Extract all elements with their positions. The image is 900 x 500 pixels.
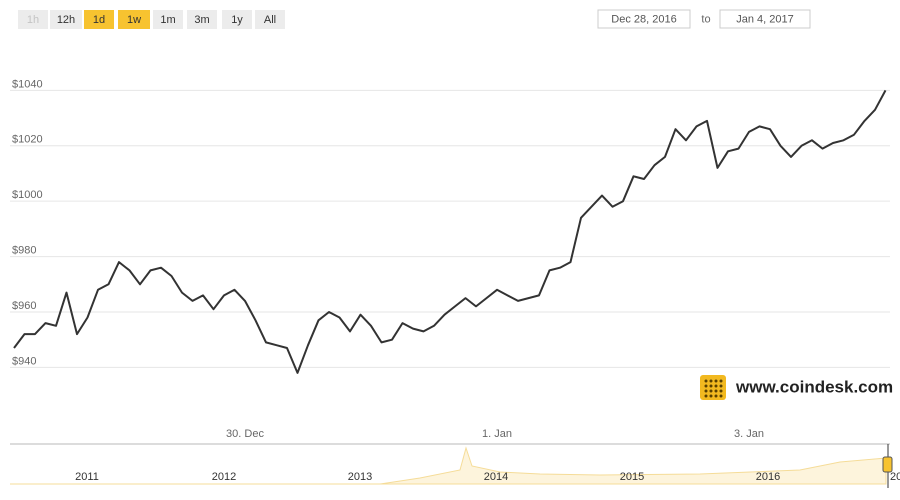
- date-separator: to: [701, 13, 710, 25]
- range-button: [18, 10, 48, 29]
- range-button[interactable]: [84, 10, 114, 29]
- navigator-label: 20: [890, 471, 900, 483]
- range-button-label: 1m: [160, 14, 175, 26]
- navigator-label: 2011: [75, 471, 99, 483]
- date-to-box[interactable]: [719, 9, 811, 29]
- navigator: 2011 2012 2013 2014 2015 2016 20: [75, 471, 900, 483]
- range-button-label: All: [264, 14, 276, 26]
- navigator-label: 2012: [212, 471, 236, 483]
- range-button-label: 3m: [194, 14, 209, 26]
- y-tick-label: $1040: [12, 78, 43, 90]
- range-button-label: 1d: [93, 14, 105, 26]
- y-tick-label: $940: [12, 355, 36, 367]
- navigator-label: 2013: [348, 471, 372, 483]
- navigator-label: 2016: [756, 471, 780, 483]
- navigator-handle[interactable]: [882, 456, 893, 473]
- date-from-box[interactable]: [597, 9, 691, 29]
- y-tick-label: $960: [12, 300, 36, 312]
- watermark: www.coindesk.com: [735, 377, 893, 396]
- navigator-label: 2015: [620, 471, 644, 483]
- y-tick-label: $1000: [12, 189, 43, 201]
- grid: $940 $960 $980 $1000 $1020 $1040 30. Dec 1. Jan…: [10, 78, 890, 440]
- range-selector: 1h 12h 1d 1w 1m 3m 1y All: [18, 10, 285, 29]
- range-button[interactable]: [153, 10, 183, 29]
- range-button-label: 1h: [27, 14, 39, 26]
- range-button-label: 12h: [57, 14, 75, 26]
- range-button[interactable]: [50, 10, 82, 29]
- navigator-area: [10, 446, 887, 485]
- price-line: [13, 89, 887, 374]
- date-from: Dec 28, 2016: [611, 13, 676, 25]
- range-button[interactable]: [118, 10, 150, 29]
- x-tick-label: 1. Jan: [482, 428, 512, 440]
- y-tick-label: $1020: [12, 134, 43, 146]
- range-button[interactable]: [222, 10, 252, 29]
- range-button-label: 1y: [231, 14, 243, 26]
- x-tick-label: 3. Jan: [734, 428, 764, 440]
- watermark-logo: [700, 375, 726, 400]
- range-button-label: 1w: [127, 14, 141, 26]
- plot: [13, 89, 887, 374]
- y-tick-label: $980: [12, 244, 36, 256]
- range-button[interactable]: [187, 10, 217, 29]
- x-tick-label: 30. Dec: [226, 428, 264, 440]
- date-to: Jan 4, 2017: [736, 13, 794, 25]
- navigator-label: 2014: [484, 471, 508, 483]
- range-button[interactable]: [255, 10, 285, 29]
